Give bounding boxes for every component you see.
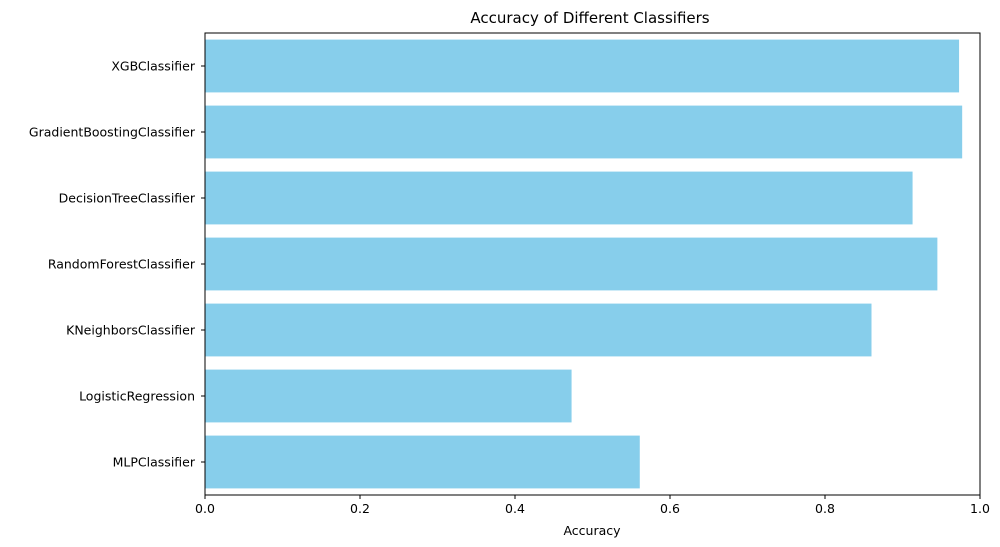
bars-group: [205, 39, 963, 489]
bar-MLPClassifier: [205, 435, 640, 489]
chart-title: Accuracy of Different Classifiers: [470, 9, 709, 27]
y-tick-label: XGBClassifier: [111, 59, 196, 74]
x-tick-label: 0.4: [505, 501, 525, 516]
x-tick-label: 1.0: [970, 501, 990, 516]
x-tick-label: 0.0: [195, 501, 215, 516]
bar-XGBClassifier: [205, 39, 960, 93]
y-tick-label: RandomForestClassifier: [48, 257, 196, 272]
y-tick-label: MLPClassifier: [113, 455, 196, 470]
bar-GradientBoostingClassifier: [205, 105, 963, 159]
bar-LogisticRegression: [205, 369, 572, 423]
x-tick-label: 0.8: [815, 501, 835, 516]
y-tick-label: GradientBoostingClassifier: [29, 125, 196, 140]
x-tick-label: 0.2: [350, 501, 370, 516]
x-axis-label: Accuracy: [563, 523, 621, 538]
x-ticks: 0.0 0.2 0.4 0.6 0.8 1.0: [195, 495, 990, 516]
bar-RandomForestClassifier: [205, 237, 938, 291]
bar-KNeighborsClassifier: [205, 303, 872, 357]
x-tick-label: 0.6: [660, 501, 680, 516]
y-tick-labels: XGBClassifier GradientBoostingClassifier D…: [29, 59, 205, 470]
plot-frame: [204, 32, 981, 496]
y-tick-label: DecisionTreeClassifier: [59, 191, 196, 206]
y-tick-label: LogisticRegression: [79, 389, 195, 404]
bar-DecisionTreeClassifier: [205, 171, 913, 225]
y-tick-label: KNeighborsClassifier: [66, 323, 196, 338]
